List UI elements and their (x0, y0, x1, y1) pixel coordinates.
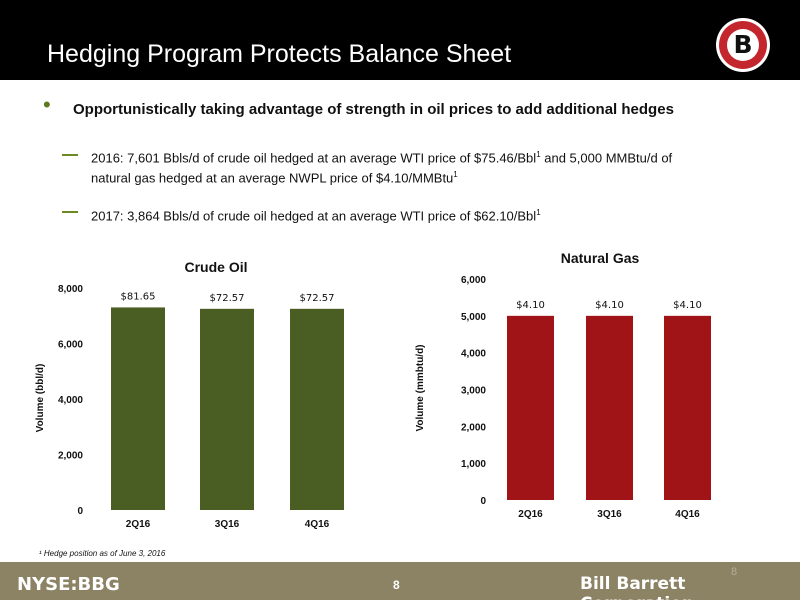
x-category-label: 3Q16 (597, 509, 622, 520)
main-bullet-text: Opportunistically taking advantage of st… (73, 101, 674, 118)
ticker-label: NYSE:BBG (17, 574, 120, 595)
sub-bullet-2017: 2017: 3,864 Bbls/d of crude oil hedged a… (91, 204, 541, 224)
x-category-label: 4Q16 (675, 509, 700, 520)
sub2-a: 2017: 3,864 Bbls/d of crude oil hedged a… (91, 208, 537, 224)
bar (507, 315, 554, 500)
y-tick-label: 3,000 (461, 386, 486, 397)
bar (586, 315, 633, 500)
logo-letter: B (733, 30, 753, 59)
bar-data-label: $81.65 (121, 291, 156, 302)
company-logo: B (716, 18, 770, 72)
page-mark: 8 (731, 566, 738, 578)
x-category-label: 3Q16 (215, 519, 240, 530)
sub2-sup: 1 (536, 208, 541, 217)
page-number: 8 (393, 578, 400, 592)
bar (290, 308, 344, 510)
sub1-line1-a: 2016: 7,601 Bbls/d of crude oil hedged a… (91, 150, 537, 166)
x-category-label: 2Q16 (518, 509, 543, 520)
footer-bar (0, 562, 800, 600)
bar (111, 307, 165, 510)
y-tick-label: 2,000 (461, 422, 486, 433)
y-tick-label: 8,000 (58, 284, 83, 295)
bar-data-label: $4.10 (516, 300, 545, 311)
y-axis-label: Volume (mmbtu/d) (415, 344, 426, 431)
y-tick-label: 6,000 (461, 275, 486, 286)
bar-data-label: $72.57 (210, 293, 245, 304)
bar-data-label: $4.10 (595, 300, 624, 311)
logo-ring: B (719, 21, 767, 69)
header-bar: Hedging Program Protects Balance Sheet B (0, 0, 800, 80)
bar (200, 308, 254, 510)
y-axis-label: Volume (bbl/d) (35, 364, 46, 433)
chart-title: Crude Oil (184, 259, 247, 275)
y-tick-label: 1,000 (461, 459, 486, 470)
dash-icon (62, 211, 78, 213)
bar-data-label: $4.10 (673, 300, 702, 311)
sub1-sup-a: 1 (536, 150, 541, 159)
sub-bullet-2016: 2016: 7,601 Bbls/d of crude oil hedged a… (91, 146, 672, 187)
y-tick-label: 4,000 (58, 395, 83, 406)
bullet-icon: • (43, 92, 51, 117)
sub1-sup-b: 1 (453, 170, 458, 180)
y-tick-label: 0 (480, 496, 486, 507)
page-title: Hedging Program Protects Balance Sheet (47, 40, 512, 68)
sub1-line2-a: natural gas hedged at an average NWPL pr… (91, 170, 454, 186)
company-name: Bill Barrett Corporation (580, 574, 694, 614)
bar-data-label: $72.57 (300, 293, 335, 304)
y-tick-label: 0 (77, 506, 83, 517)
y-tick-label: 4,000 (461, 349, 486, 360)
sub1-line1-b: and 5,000 MMBtu/d of (540, 150, 673, 166)
chart-title: Natural Gas (561, 250, 640, 266)
y-tick-label: 2,000 (58, 451, 83, 462)
y-tick-label: 5,000 (461, 312, 486, 323)
x-category-label: 4Q16 (305, 519, 330, 530)
bar (664, 315, 711, 500)
x-category-label: 2Q16 (126, 519, 151, 530)
charts-canvas: Crude Oil 0 2,000 4,000 6,000 8,000 Volume (bb… (35, 250, 711, 530)
logo-inner: B (727, 29, 759, 61)
footnote: ¹ Hedge position as of June 3, 2016 (39, 549, 166, 558)
dash-icon (62, 154, 78, 156)
y-tick-label: 6,000 (58, 340, 83, 351)
